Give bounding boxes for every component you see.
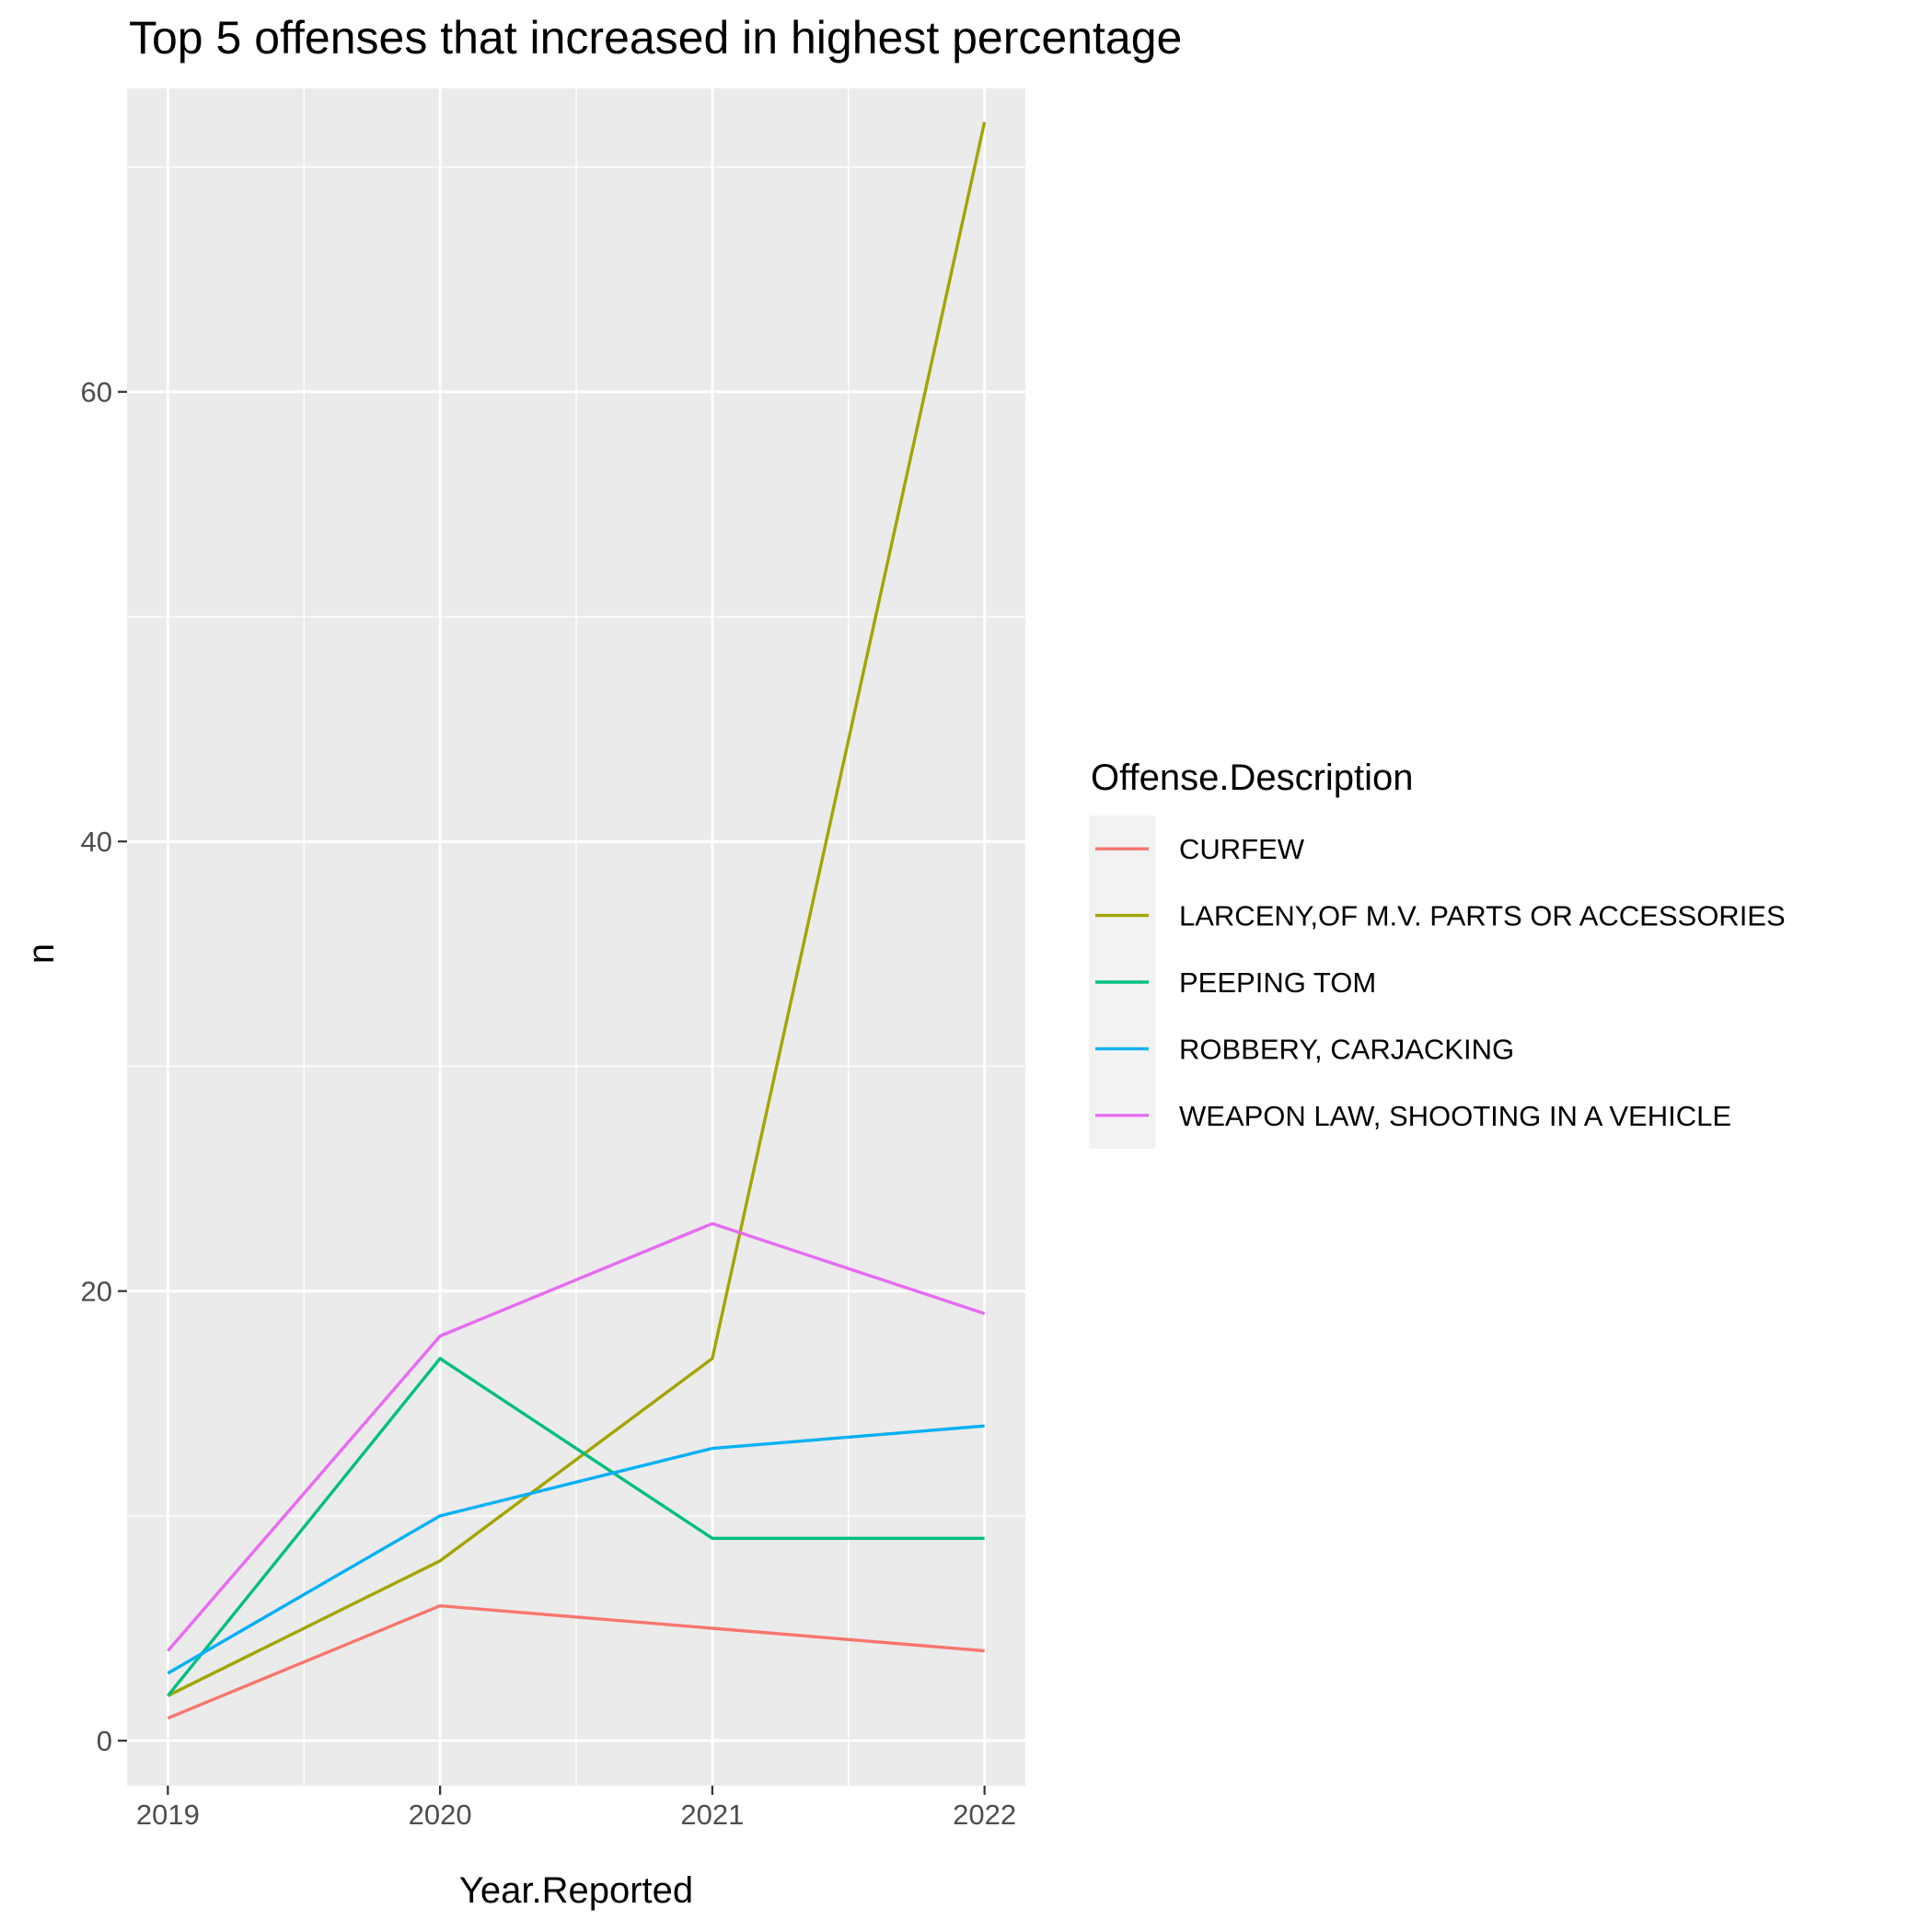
x-tick-label: 2020 <box>409 1799 472 1831</box>
x-tick-label: 2021 <box>680 1799 744 1831</box>
y-tick-label: 40 <box>81 826 112 858</box>
series-line-larceny-of-m-v-parts-or-accessories <box>167 121 987 1697</box>
y-tick-label: 0 <box>97 1725 112 1757</box>
series-line-robbery-carjacking <box>167 1424 985 1675</box>
legend-label: PEEPING TOM <box>1179 966 1376 999</box>
legend-label: CURFEW <box>1179 833 1305 865</box>
series-line-curfew <box>167 1603 985 1720</box>
legend: Offense.Description CURFEW LARCENY,OF M.V… <box>1089 758 1786 1149</box>
legend-label: ROBBERY, CARJACKING <box>1179 1033 1514 1065</box>
grid <box>127 88 1025 1786</box>
chart-title: Top 5 offenses that increased in highest… <box>129 12 1182 64</box>
x-tick-label: 2022 <box>953 1799 1016 1831</box>
x-axis-title: Year.Reported <box>459 1870 693 1911</box>
series-line-peeping-tom <box>167 1357 985 1697</box>
axes: 2019 2020 2021 2022 0 20 40 60 <box>81 376 1017 1831</box>
series-lines <box>167 121 987 1720</box>
legend-label: LARCENY,OF M.V. PARTS OR ACCESSORIES <box>1179 900 1786 932</box>
x-tick-label: 2019 <box>136 1799 200 1831</box>
series-line-weapon-law-shooting-in-a-vehicle <box>167 1221 986 1652</box>
legend-title: Offense.Description <box>1091 758 1414 798</box>
y-tick-label: 20 <box>81 1276 112 1308</box>
y-tick-label: 60 <box>81 376 112 409</box>
legend-label: WEAPON LAW, SHOOTING IN A VEHICLE <box>1179 1100 1731 1132</box>
y-axis-title: n <box>21 943 62 964</box>
